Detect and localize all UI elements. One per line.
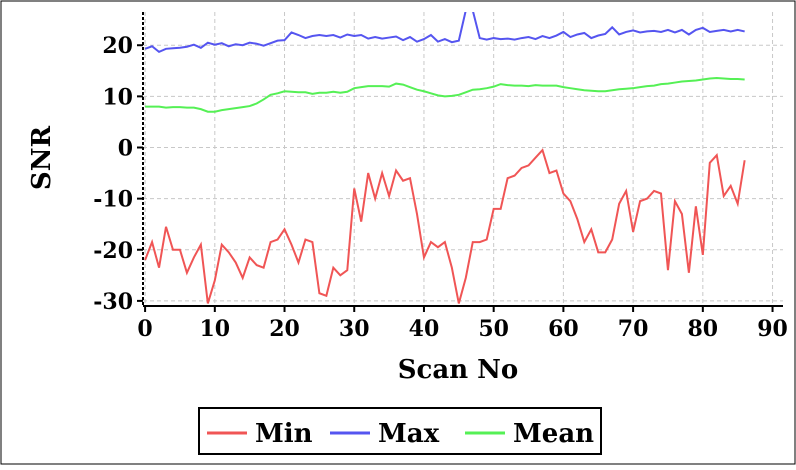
grid	[143, 12, 783, 306]
y-tick-label: 0	[118, 135, 133, 161]
legend-label: Max	[378, 419, 440, 449]
x-tick-label: 40	[409, 316, 440, 342]
y-tick-label: -20	[93, 238, 133, 264]
x-tick-label: 20	[269, 316, 300, 342]
series-line	[145, 76, 745, 113]
legend-label: Min	[255, 419, 313, 449]
x-tick-label: 30	[339, 316, 370, 342]
legend-box	[198, 407, 602, 455]
x-tick-label: 70	[618, 316, 649, 342]
legend-label: Mean	[513, 419, 594, 449]
series-line	[144, 148, 746, 304]
y-tick-label: 20	[102, 33, 133, 59]
series-line	[144, 12, 745, 54]
y-tick-label: -10	[93, 187, 133, 213]
axes: 0 10 20 30 40 50 60 70 80 90 -30 -20 -10 0 10 20	[93, 12, 788, 342]
y-tick-label: 10	[102, 84, 133, 110]
x-tick-label: 60	[548, 316, 579, 342]
x-tick-label: 80	[688, 316, 719, 342]
x-tick-label: 90	[757, 316, 788, 342]
plot	[144, 12, 746, 304]
legend: Min Max Mean	[207, 419, 594, 449]
y-axis-title: SNR	[27, 126, 57, 191]
x-tick-label: 50	[478, 316, 509, 342]
x-tick-label: 0	[137, 316, 152, 342]
x-tick-label: 10	[199, 316, 230, 342]
x-axis-title: Scan No	[398, 355, 519, 385]
y-tick-label: -30	[93, 289, 133, 315]
